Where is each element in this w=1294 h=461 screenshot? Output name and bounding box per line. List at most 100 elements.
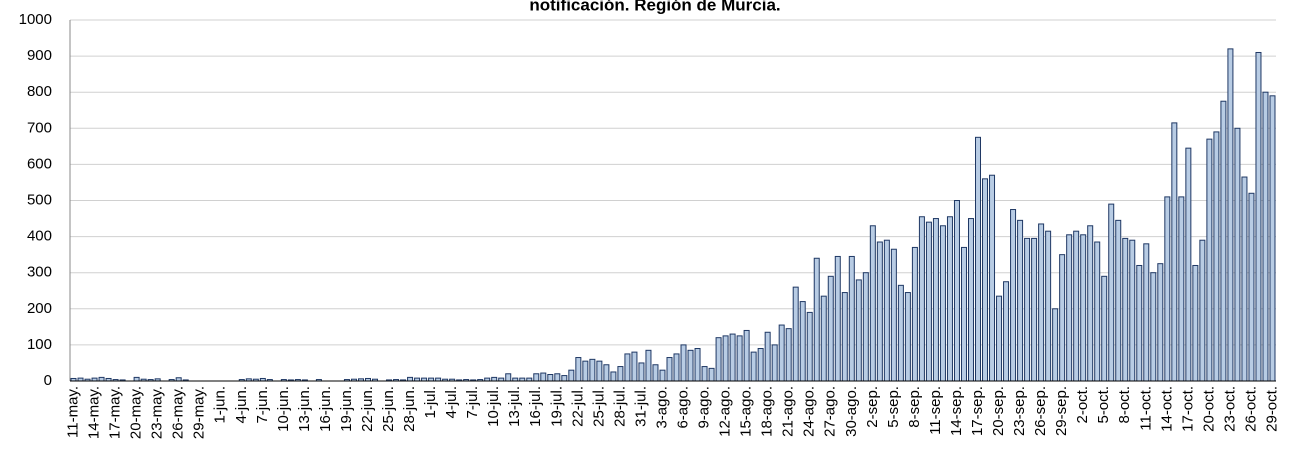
bar: [1248, 192, 1255, 382]
bar: [491, 376, 498, 382]
bar: [799, 301, 806, 382]
bar: [659, 369, 666, 382]
bar: [757, 348, 764, 382]
bar: [904, 292, 911, 382]
x-tick-label: 5-oct.: [1095, 386, 1112, 424]
bar: [1150, 272, 1157, 382]
x-tick-label: 15-ago.: [738, 386, 755, 437]
bar: [1031, 237, 1038, 382]
x-tick-label: 14-oct.: [1158, 386, 1175, 432]
bar: [687, 349, 694, 382]
x-tick-label: 28-jun.: [401, 386, 418, 432]
bar: [603, 364, 610, 382]
bar: [582, 360, 589, 382]
bar: [946, 216, 953, 382]
bar: [98, 376, 105, 382]
bar: [708, 367, 715, 382]
x-tick-label: 14-sep.: [948, 386, 965, 436]
bar: [729, 333, 736, 382]
bar: [645, 349, 652, 382]
bar: [736, 335, 743, 382]
y-tick-label: 100: [27, 336, 52, 353]
bar: [820, 295, 827, 382]
x-tick-label: 22-jul.: [569, 386, 586, 427]
bar: [505, 373, 512, 382]
bar: [1136, 264, 1143, 382]
bar: [1213, 131, 1220, 382]
y-tick-label: 500: [27, 191, 52, 208]
bar: [1010, 209, 1017, 382]
x-tick-label: 5-sep.: [885, 386, 902, 428]
x-tick-label: 2-oct.: [1074, 386, 1091, 424]
x-tick-label: 25-jul.: [590, 386, 607, 427]
bar: [883, 239, 890, 382]
bar: [862, 272, 869, 382]
bar: [1129, 239, 1136, 382]
bar: [1178, 196, 1185, 382]
y-tick-label: 0: [44, 372, 52, 389]
bar: [918, 216, 925, 382]
x-tick-label: 1-jun.: [212, 386, 229, 424]
x-tick-label: 18-ago.: [759, 386, 776, 437]
bar: [1164, 196, 1171, 382]
bar: [617, 366, 624, 382]
x-tick-label: 11-sep.: [927, 386, 944, 435]
bar: [897, 284, 904, 382]
bar: [701, 366, 708, 382]
x-tick-label: 10-jul.: [485, 386, 502, 427]
x-tick-label: 4-jul.: [443, 386, 460, 419]
bar: [1192, 264, 1199, 382]
x-tick-label: 20-may.: [128, 386, 145, 439]
bar: [722, 335, 729, 382]
bar: [932, 218, 939, 382]
bar: [834, 255, 841, 382]
bar: [694, 348, 701, 382]
bar: [1262, 91, 1269, 382]
bar: [652, 364, 659, 382]
bar: [666, 357, 673, 382]
y-tick-label: 300: [27, 264, 52, 281]
x-tick-label: 16-jun.: [317, 386, 334, 432]
y-tick-label: 1000: [19, 11, 52, 28]
x-tick-label: 23-sep.: [1011, 386, 1028, 436]
x-tick-label: 19-jul.: [548, 386, 565, 427]
x-tick-label: 26-sep.: [1032, 386, 1049, 436]
x-tick-label: 28-jul.: [611, 386, 628, 427]
bar: [967, 218, 974, 382]
bar: [806, 311, 813, 382]
x-tick-label: 22-jun.: [359, 386, 376, 432]
y-tick-label: 700: [27, 119, 52, 136]
x-tick-label: 7-jun.: [254, 386, 271, 424]
bar: [1115, 219, 1122, 382]
bar: [778, 324, 785, 382]
y-tick-label: 400: [27, 228, 52, 245]
x-tick-label: 24-ago.: [801, 386, 818, 437]
x-tick-label: 17-sep.: [969, 386, 986, 436]
bar: [982, 178, 989, 382]
x-tick-label: 6-ago.: [674, 386, 691, 429]
x-tick-label: 8-oct.: [1116, 386, 1133, 424]
bar: [960, 246, 967, 382]
x-tick-label: 9-ago.: [696, 386, 713, 429]
x-tick-label: 26-may.: [170, 386, 187, 439]
bar: [848, 255, 855, 382]
bar: [715, 337, 722, 382]
bar: [575, 357, 582, 382]
bar: [407, 376, 414, 382]
x-tick-label: 4-jun.: [233, 386, 250, 424]
bar: [841, 292, 848, 382]
bar: [610, 371, 617, 382]
bar: [975, 136, 982, 382]
x-tick-label: 3-ago.: [653, 386, 670, 429]
bar: [869, 225, 876, 382]
x-tick-label: 26-oct.: [1242, 386, 1259, 432]
bar: [1199, 239, 1206, 382]
x-tick-label: 17-may.: [107, 386, 124, 439]
bar: [1038, 223, 1045, 382]
bar: [1220, 100, 1227, 382]
x-tick-label: 17-oct.: [1179, 386, 1196, 432]
bar: [589, 358, 596, 382]
x-tick-label: 29-may.: [191, 386, 208, 439]
bar: [876, 241, 883, 382]
bar: [925, 221, 932, 382]
